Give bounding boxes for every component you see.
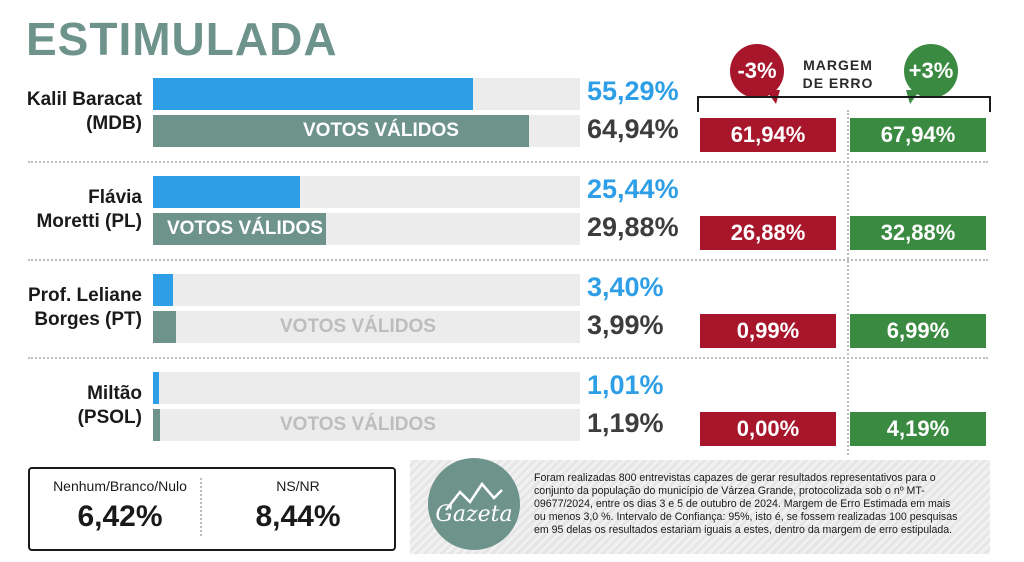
mountain-icon bbox=[445, 481, 503, 511]
margin-minus-badge: -3% bbox=[730, 44, 784, 98]
valid-bar bbox=[153, 311, 176, 343]
margin-plus-badge: +3% bbox=[904, 44, 958, 98]
margin-high-value: 4,19% bbox=[850, 412, 986, 446]
intent-bar-track bbox=[153, 274, 580, 306]
row-separator bbox=[28, 161, 988, 163]
valid-bar-track: VOTOS VÁLIDOS bbox=[153, 311, 580, 343]
valid-bar-track: VOTOS VÁLIDOS bbox=[153, 409, 580, 441]
row-separator bbox=[28, 259, 988, 261]
valid-votes-label: VOTOS VÁLIDOS bbox=[303, 120, 459, 141]
margin-bracket bbox=[697, 96, 991, 112]
margin-low-value: 0,99% bbox=[700, 314, 836, 348]
intent-percent: 55,29% bbox=[587, 76, 679, 106]
valid-votes-label: VOTOS VÁLIDOS bbox=[280, 316, 436, 337]
intent-bar bbox=[153, 274, 173, 306]
intent-bar-track bbox=[153, 372, 580, 404]
nenhum-label: Nenhum/Branco/Nulo bbox=[53, 478, 187, 494]
candidate-name: Kalil Baracat (MDB) bbox=[20, 88, 142, 136]
valid-votes-label: VOTOS VÁLIDOS bbox=[167, 218, 323, 239]
valid-bar-track: VOTOS VÁLIDOS bbox=[153, 115, 580, 147]
undecided-divider bbox=[200, 478, 202, 536]
methodology-note: Foram realizadas 800 entrevistas capazes… bbox=[534, 472, 958, 536]
gazeta-logo: Gazeta bbox=[428, 458, 520, 550]
candidate-name-line2: (PSOL) bbox=[77, 407, 142, 428]
valid-bar bbox=[153, 115, 529, 147]
valid-percent: 64,94% bbox=[587, 114, 679, 144]
margin-low-value: 26,88% bbox=[700, 216, 836, 250]
valid-percent: 1,19% bbox=[587, 408, 664, 438]
candidate-name: Miltão (PSOL) bbox=[20, 382, 142, 430]
candidate-name-line1: Prof. Leliane bbox=[27, 285, 142, 306]
margin-title: MARGEM DE ERRO bbox=[788, 56, 888, 92]
row-separator bbox=[28, 357, 988, 359]
candidate-name-line1: Miltão bbox=[87, 383, 142, 404]
intent-percent: 1,01% bbox=[587, 370, 664, 400]
margin-low-value: 0,00% bbox=[700, 412, 836, 446]
valid-percent: 29,88% bbox=[587, 212, 679, 242]
margin-title-line2: DE ERRO bbox=[802, 75, 874, 91]
nenhum-value: 6,42% bbox=[77, 500, 163, 533]
undecided-box bbox=[28, 467, 396, 551]
margin-title-line1: MARGEM bbox=[803, 57, 873, 73]
valid-bar bbox=[153, 409, 160, 441]
candidate-name-line2: (MDB) bbox=[86, 113, 142, 134]
nsnr-label: NS/NR bbox=[276, 478, 320, 494]
candidate-name-line2: Moretti (PL) bbox=[36, 211, 142, 232]
margin-high-value: 6,99% bbox=[850, 314, 986, 348]
nsnr-value: 8,44% bbox=[255, 500, 341, 533]
margin-column-divider bbox=[847, 110, 849, 455]
intent-bar-track bbox=[153, 176, 580, 208]
candidate-name: Flávia Moretti (PL) bbox=[20, 186, 142, 234]
margin-low-value: 61,94% bbox=[700, 118, 836, 152]
candidate-name-line2: Borges (PT) bbox=[34, 309, 142, 330]
valid-bar-track: VOTOS VÁLIDOS bbox=[153, 213, 580, 245]
margin-high-value: 32,88% bbox=[850, 216, 986, 250]
valid-votes-label: VOTOS VÁLIDOS bbox=[280, 414, 436, 435]
margin-high-value: 67,94% bbox=[850, 118, 986, 152]
valid-bar bbox=[153, 213, 326, 245]
intent-bar bbox=[153, 78, 473, 110]
valid-percent: 3,99% bbox=[587, 310, 664, 340]
intent-percent: 3,40% bbox=[587, 272, 664, 302]
chart-title: ESTIMULADA bbox=[26, 13, 338, 65]
candidate-name: Prof. Leliane Borges (PT) bbox=[20, 284, 142, 332]
intent-bar-track bbox=[153, 78, 580, 110]
intent-bar bbox=[153, 372, 159, 404]
intent-percent: 25,44% bbox=[587, 174, 679, 204]
logo-text: Gazeta bbox=[435, 502, 513, 527]
candidate-name-line1: Flávia bbox=[88, 187, 142, 208]
candidate-name-line1: Kalil Baracat bbox=[26, 89, 142, 110]
intent-bar bbox=[153, 176, 300, 208]
